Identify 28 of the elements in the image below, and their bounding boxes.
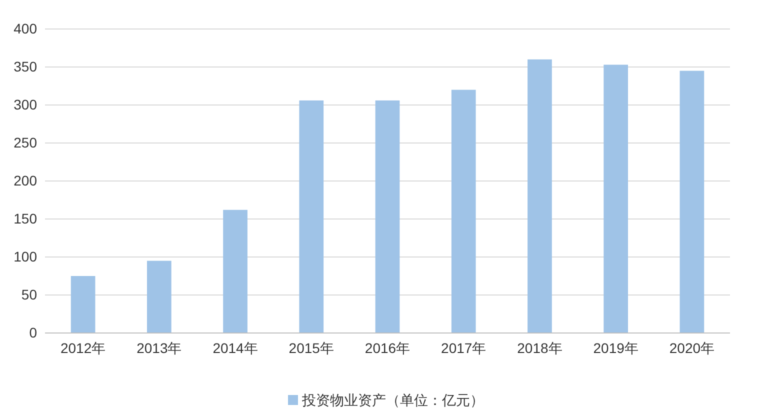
bar (299, 100, 324, 333)
y-tick-label: 300 (14, 96, 38, 112)
bar (451, 90, 476, 333)
bar (375, 100, 400, 333)
y-tick-label: 50 (21, 286, 38, 302)
x-tick-label: 2013年 (136, 340, 182, 356)
x-tick-label: 2012年 (60, 340, 106, 356)
bar (146, 260, 172, 333)
y-tick-label: 150 (14, 210, 38, 226)
y-tick-label: 400 (14, 20, 38, 36)
x-tick-label: 2014年 (212, 340, 258, 356)
x-tick-label: 2017年 (441, 340, 486, 356)
x-tick-label: 2018年 (517, 340, 562, 356)
bar (223, 210, 248, 333)
y-tick-label: 200 (14, 172, 38, 188)
x-tick-label: 2016年 (364, 340, 410, 356)
y-tick-label: 350 (14, 58, 38, 74)
y-tick-label: 100 (14, 248, 38, 264)
bar (528, 59, 552, 333)
y-tick-label: 0 (29, 324, 38, 340)
bar (604, 64, 628, 333)
legend-label: 投资物业资产（单位：亿元） (301, 392, 484, 409)
x-tick-label: 2019年 (593, 340, 638, 356)
bar (70, 276, 96, 333)
bar (680, 70, 704, 333)
y-tick-label: 250 (14, 134, 38, 150)
x-tick-label: 2015年 (288, 340, 334, 356)
x-tick-label: 2020年 (669, 340, 715, 356)
